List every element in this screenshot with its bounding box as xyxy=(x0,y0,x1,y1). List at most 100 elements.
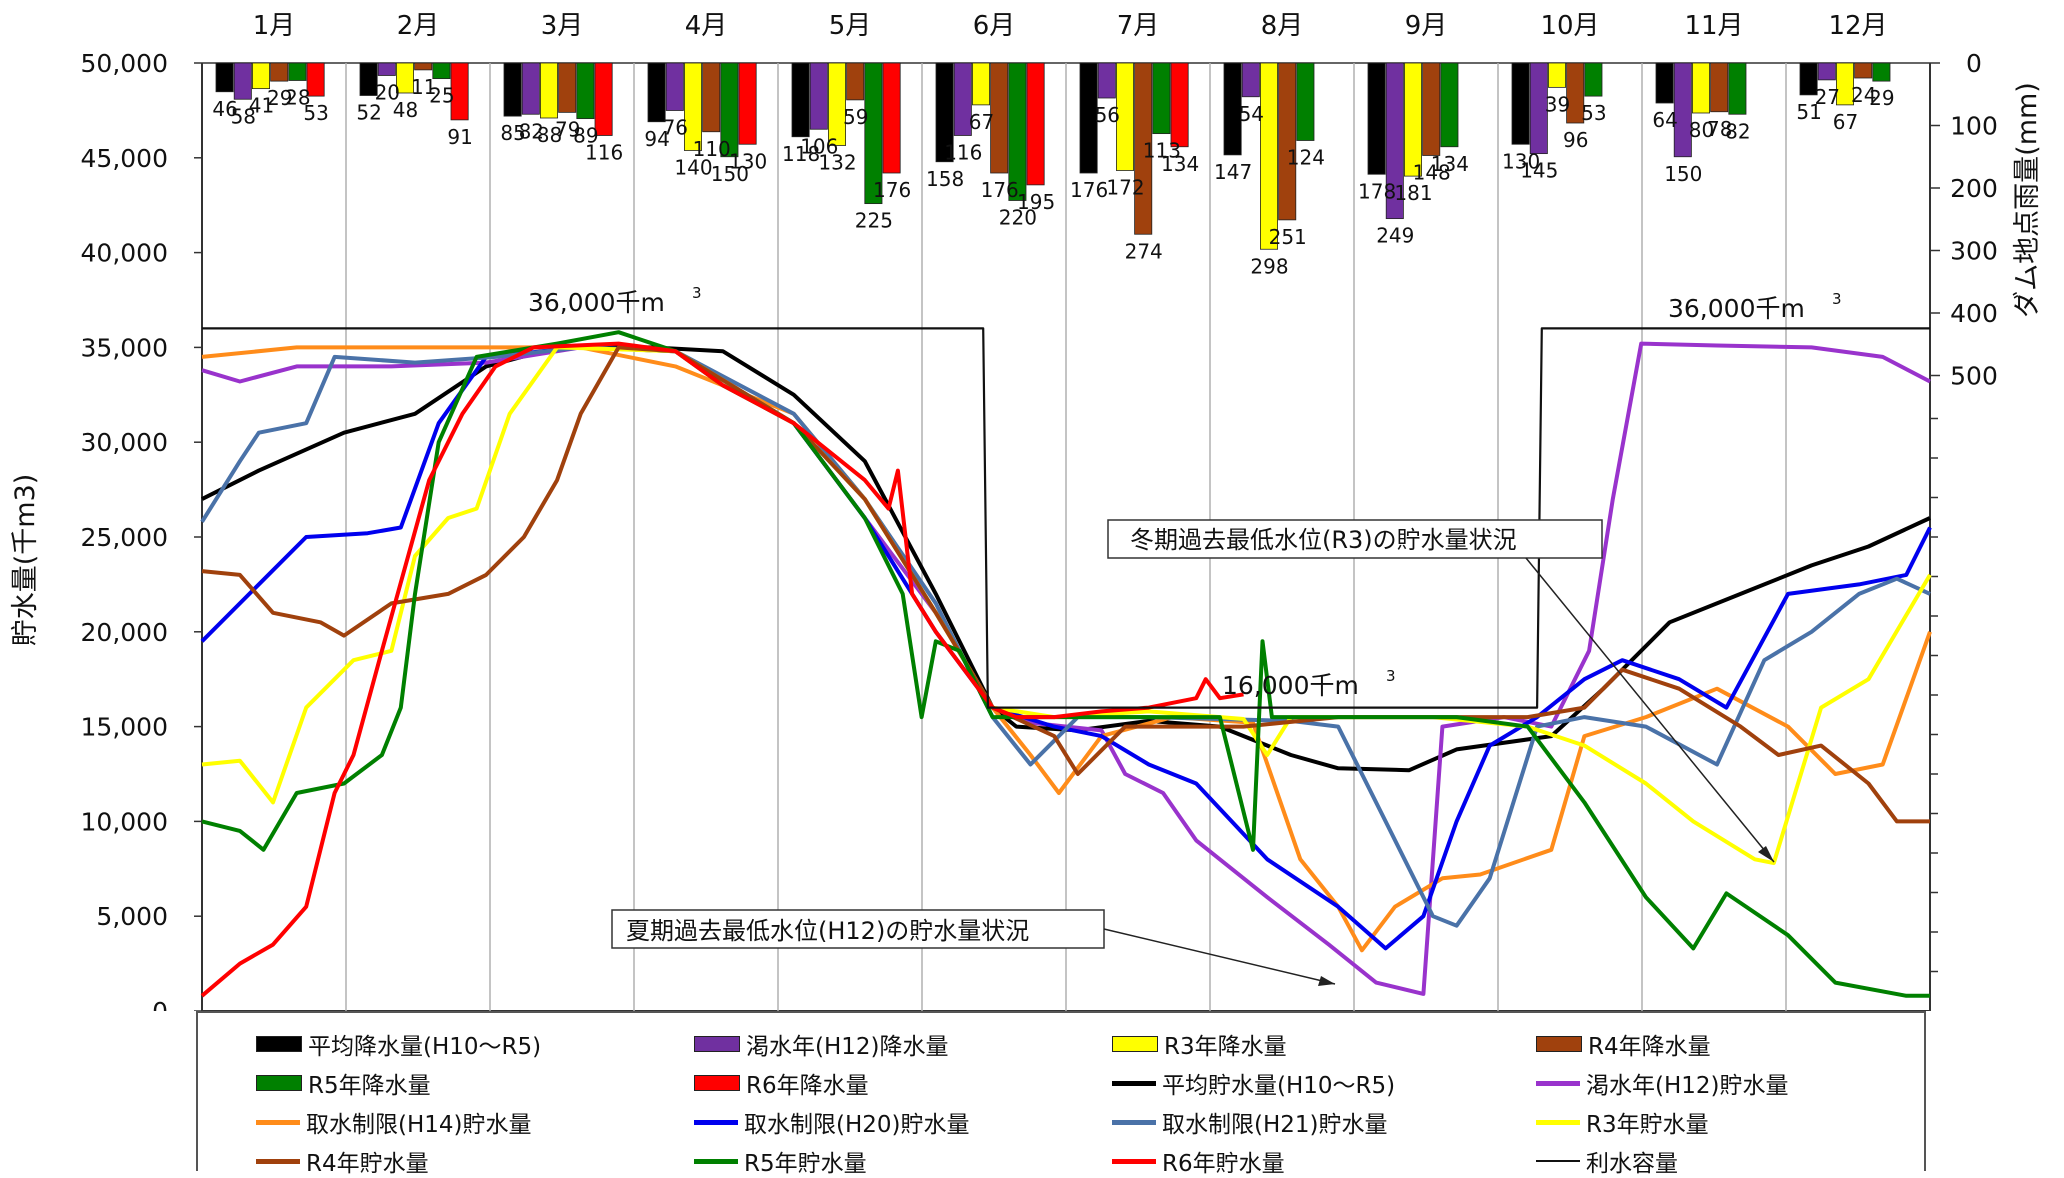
precip-bar xyxy=(1134,62,1153,235)
precip-bar xyxy=(809,62,828,130)
precip-bar xyxy=(1511,62,1530,145)
bar-value-label: 39 xyxy=(1545,92,1570,116)
legend-label: 渇水年(H12)降水量 xyxy=(746,1034,949,1060)
precip-bar xyxy=(540,62,559,119)
bar-value-label: 130 xyxy=(729,149,767,173)
left-tick-label: 5,000 xyxy=(96,902,168,931)
precip-bar xyxy=(1296,62,1315,141)
precip-bar xyxy=(1872,62,1891,82)
precip-bar xyxy=(288,62,307,81)
bar-value-label: 46 xyxy=(212,97,237,121)
precip-bar xyxy=(647,62,666,123)
month-label: 6月 xyxy=(973,11,1016,41)
legend-swatch xyxy=(1112,1080,1156,1086)
bar-value-label: 91 xyxy=(447,125,472,149)
legend-swatch xyxy=(1536,1160,1580,1162)
bar-value-label: 27 xyxy=(1815,85,1840,109)
legend-swatch xyxy=(694,1075,740,1091)
bar-value-label: 158 xyxy=(926,167,964,191)
month-label: 9月 xyxy=(1405,11,1448,41)
bar-value-label: 29 xyxy=(1869,86,1894,110)
precip-bar xyxy=(377,62,396,76)
precip-bar xyxy=(395,62,414,94)
legend-swatch xyxy=(1112,1119,1156,1125)
capacity-label-winter-late: 36,000千m xyxy=(1668,294,1805,323)
bar-value-label: 54 xyxy=(1239,102,1264,126)
precip-bar xyxy=(953,62,972,136)
chart-canvas: 1月 2月 3月 4月 5月 6月 7月 8月 9月 10月 11月 12月 0 5,000 10,000 1… xyxy=(10,11,2043,1026)
precip-bar xyxy=(594,62,613,136)
precip-bar xyxy=(1008,62,1027,201)
precip-bar xyxy=(720,62,739,158)
bar-value-label: 181 xyxy=(1394,181,1432,205)
legend-item: R3年降水量 xyxy=(1112,1027,1287,1061)
right-tick-label: 500 xyxy=(1950,362,1998,391)
legend-label: 平均貯水量(H10～R5) xyxy=(1162,1073,1396,1099)
precip-bar xyxy=(1223,62,1242,156)
bar-value-label: 82 xyxy=(519,119,544,143)
month-label: 3月 xyxy=(541,11,584,41)
summer-low-annotation-box xyxy=(611,909,1105,949)
precip-bar xyxy=(702,62,721,133)
bar-value-label: 116 xyxy=(944,141,982,165)
bar-value-label: 89 xyxy=(573,124,598,148)
left-tick-label: 15,000 xyxy=(81,713,168,742)
precip-bar xyxy=(1854,62,1873,79)
bar-value-label: 53 xyxy=(1581,101,1606,125)
legend-label: R3年貯水量 xyxy=(1586,1112,1709,1138)
precip-bar xyxy=(1655,62,1674,104)
month-label: 1月 xyxy=(253,11,296,41)
bar-value-label: 140 xyxy=(674,156,712,180)
left-tick-label: 25,000 xyxy=(81,523,168,552)
precip-bar xyxy=(1116,62,1135,171)
legend-swatch xyxy=(1536,1036,1582,1052)
bar-value-label: 176 xyxy=(981,178,1019,202)
legend-item: R4年降水量 xyxy=(1536,1027,1711,1061)
chart-legend: 平均降水量(H10～R5) 渇水年(H12)降水量 R3年降水量 R4年降水量 R5年降… xyxy=(196,1011,1926,1177)
legend-swatch xyxy=(256,1075,302,1091)
bar-value-label: 147 xyxy=(1214,160,1252,184)
precip-bar xyxy=(990,62,1009,174)
bar-value-label: 11 xyxy=(411,75,436,99)
bar-value-label: 85 xyxy=(500,121,525,145)
precip-bar xyxy=(503,62,522,117)
bar-value-label: 106 xyxy=(800,134,838,158)
bar-value-label: 150 xyxy=(711,162,749,186)
storage-line xyxy=(200,341,1244,998)
month-label: 10月 xyxy=(1540,11,1599,41)
bar-value-label: 53 xyxy=(303,101,328,125)
precip-bar xyxy=(972,62,991,106)
precip-bar xyxy=(665,62,684,111)
legend-item: 平均貯水量(H10～R5) xyxy=(1112,1066,1395,1100)
right-tick-label: 300 xyxy=(1950,237,1998,266)
left-axis-title: 貯水量(千m3) xyxy=(10,474,41,647)
bar-value-label: 110 xyxy=(693,137,731,161)
legend-label: R5年貯水量 xyxy=(744,1151,867,1177)
bar-value-label: 76 xyxy=(663,116,688,140)
legend-label: 取水制限(H21)貯水量 xyxy=(1162,1112,1388,1138)
bar-value-label: 94 xyxy=(644,127,669,151)
bar-value-label: 220 xyxy=(999,206,1037,230)
left-tick-label: 30,000 xyxy=(81,428,168,457)
precip-bar xyxy=(846,62,865,101)
left-tick-label: 45,000 xyxy=(81,144,168,173)
bar-value-label: 124 xyxy=(1287,146,1325,170)
legend-label: 渇水年(H12)貯水量 xyxy=(1586,1073,1789,1099)
right-axis-title: ダム地点雨量(mm) xyxy=(2012,82,2043,318)
precip-bar xyxy=(251,62,270,90)
precip-bar xyxy=(1529,62,1548,155)
bar-value-label: 58 xyxy=(231,104,256,128)
legend-label: R6年貯水量 xyxy=(1162,1151,1285,1177)
bar-value-label: 25 xyxy=(429,84,454,108)
month-label: 2月 xyxy=(397,11,440,41)
month-label: 7月 xyxy=(1117,11,1160,41)
bar-value-label: 150 xyxy=(1664,162,1702,186)
legend-swatch xyxy=(1112,1158,1156,1164)
precip-bar xyxy=(450,62,469,121)
legend-label: 取水制限(H14)貯水量 xyxy=(306,1112,532,1138)
bar-value-label: 59 xyxy=(843,105,868,129)
precip-bar xyxy=(1692,62,1711,114)
legend-swatch xyxy=(1112,1036,1158,1052)
left-tick-label: 40,000 xyxy=(81,239,168,268)
